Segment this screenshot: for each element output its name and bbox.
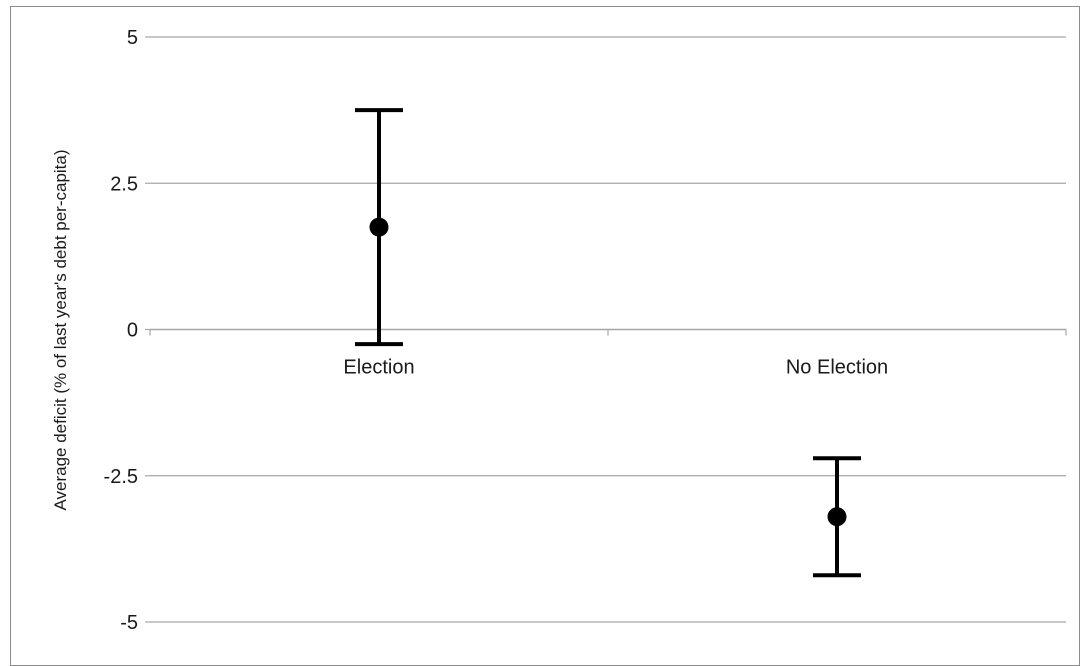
- x-axis: [145, 36, 1067, 623]
- x-tick-label: No Election: [786, 357, 888, 379]
- y-tick-label: 5: [127, 27, 138, 49]
- x-tick-labels: Election No Election: [343, 357, 888, 379]
- series-points: [355, 108, 861, 578]
- data-point: [369, 217, 389, 237]
- y-tick-label: 0: [127, 320, 138, 342]
- gridlines: [150, 36, 1066, 623]
- y-tick-label: -2.5: [104, 466, 138, 488]
- y-axis-title: Average deficit (% of last year's debt p…: [51, 149, 70, 510]
- data-point: [827, 507, 847, 527]
- y-tick-labels: 5 2.5 0 -2.5 -5: [104, 27, 138, 634]
- x-tick-label: Election: [343, 357, 414, 379]
- chart: 5 2.5 0 -2.5 -5 Election No Election Average …: [51, 27, 1067, 634]
- y-tick-label: -5: [120, 612, 138, 634]
- y-tick-label: 2.5: [110, 173, 138, 195]
